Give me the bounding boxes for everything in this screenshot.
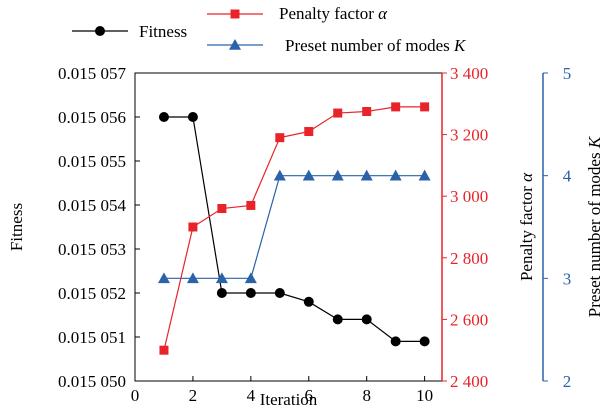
series-penalty-factor-point [420,102,430,112]
plot-area [134,72,443,382]
y-axis-preset-modes: 2 3 4 5 Preset number of modes K [542,64,604,391]
y-axis-fitness: 0.015 050 0.015 051 0.015 052 0.015 053 0.01… [7,64,140,391]
x-tick-label: 8 [362,386,371,405]
y-right1-tick-label: 2 400 [450,372,488,391]
series-fitness-point [187,112,198,122]
series-penalty-factor-point [304,127,314,137]
series-preset-modes-point [157,272,170,284]
y-left-tick-label: 0.015 052 [58,284,126,303]
y-left-tick-label: 0.015 057 [58,64,127,83]
series-penalty-factor-point [362,107,372,116]
y-left-tick-label: 0.015 056 [58,108,126,127]
x-tick-label: 6 [305,386,314,405]
series-preset-modes-point [360,169,373,181]
series-fitness-point [390,336,401,347]
y-right1-tick-label: 2 600 [450,310,488,329]
series-preset-modes-point [302,169,315,181]
series-penalty-factor-point [275,133,285,143]
series-preset-modes-point [186,272,199,284]
legend-item-preset-modes: Preset number of modes K [207,36,467,55]
series-fitness-point [158,112,169,122]
series-penalty-factor-point [159,345,169,355]
series-preset-modes-line [163,175,425,279]
y-right1-axis-label: Penalty factor α [517,172,536,281]
x-axis: 0 2 4 6 8 10 Iteration [131,376,433,409]
y-left-axis-label: Fitness [7,203,26,251]
series-preset-modes-point [418,169,431,181]
y-right1-tick-label: 3 000 [450,187,488,206]
legend: Fitness Penalty factor α Preset number of … [72,4,467,55]
series-fitness-point [419,336,430,347]
series-preset-modes-point [273,169,286,181]
series-penalty-factor-point [333,108,343,118]
y-left-tick-label: 0.015 053 [58,240,126,259]
legend-item-fitness: Fitness [72,22,187,41]
y-right2-tick-label: 2 [563,372,572,391]
y-left-tick-label: 0.015 055 [58,152,126,171]
series-fitness-point [303,296,314,307]
x-tick-label: 2 [189,386,198,405]
x-tick-label: 10 [416,386,433,405]
series-penalty-factor-point [217,204,227,214]
plot-frame [134,72,443,382]
x-tick-label: 4 [247,386,256,405]
legend-label: Penalty factor α [279,4,388,23]
y-right2-tick-label: 3 [563,269,572,288]
y-left-tick-label: 0.015 051 [58,328,126,347]
y-right1-tick-label: 3 400 [450,64,488,83]
series-penalty-factor-point [391,102,401,112]
x-axis-label: Iteration [260,390,318,409]
y-right1-tick-label: 3 200 [450,126,488,145]
series-penalty-factor-point [246,200,256,210]
y-right2-tick-label: 4 [563,167,572,186]
y-left-tick-label: 0.015 050 [58,372,126,391]
y-right1-tick-label: 2 800 [450,249,488,268]
series-penalty-factor-line [163,106,425,351]
legend-label: Preset number of modes K [285,36,467,55]
y-axis-penalty-factor: 2 400 2 600 2 800 3 000 3 200 3 400 Penalty fa… [441,64,536,391]
legend-item-penalty-factor: Penalty factor α [207,4,388,23]
series-fitness-line [163,116,425,342]
series-fitness-point [274,288,285,298]
x-tick-label: 0 [131,386,140,405]
legend-marker [230,9,240,19]
series-fitness-point [216,288,227,298]
series-preset-modes-point [331,169,344,181]
legend-marker [229,39,241,50]
legend-label: Fitness [139,22,187,41]
series-penalty-factor-point [188,222,198,232]
series-fitness-point [332,314,343,325]
y-right2-axis-label: Preset number of modes K [585,135,604,317]
series-preset-modes-point [215,272,228,284]
series-fitness [158,112,430,347]
series-preset-modes-point [244,272,257,284]
series-preset-modes [157,169,431,284]
y-left-tick-label: 0.015 054 [58,196,127,215]
y-right2-tick-label: 5 [563,64,572,83]
legend-marker [95,26,105,36]
series-layer [157,102,431,355]
series-fitness-point [245,288,256,298]
series-fitness-point [361,314,372,325]
series-preset-modes-point [389,169,402,181]
series-penalty-factor [159,102,430,355]
